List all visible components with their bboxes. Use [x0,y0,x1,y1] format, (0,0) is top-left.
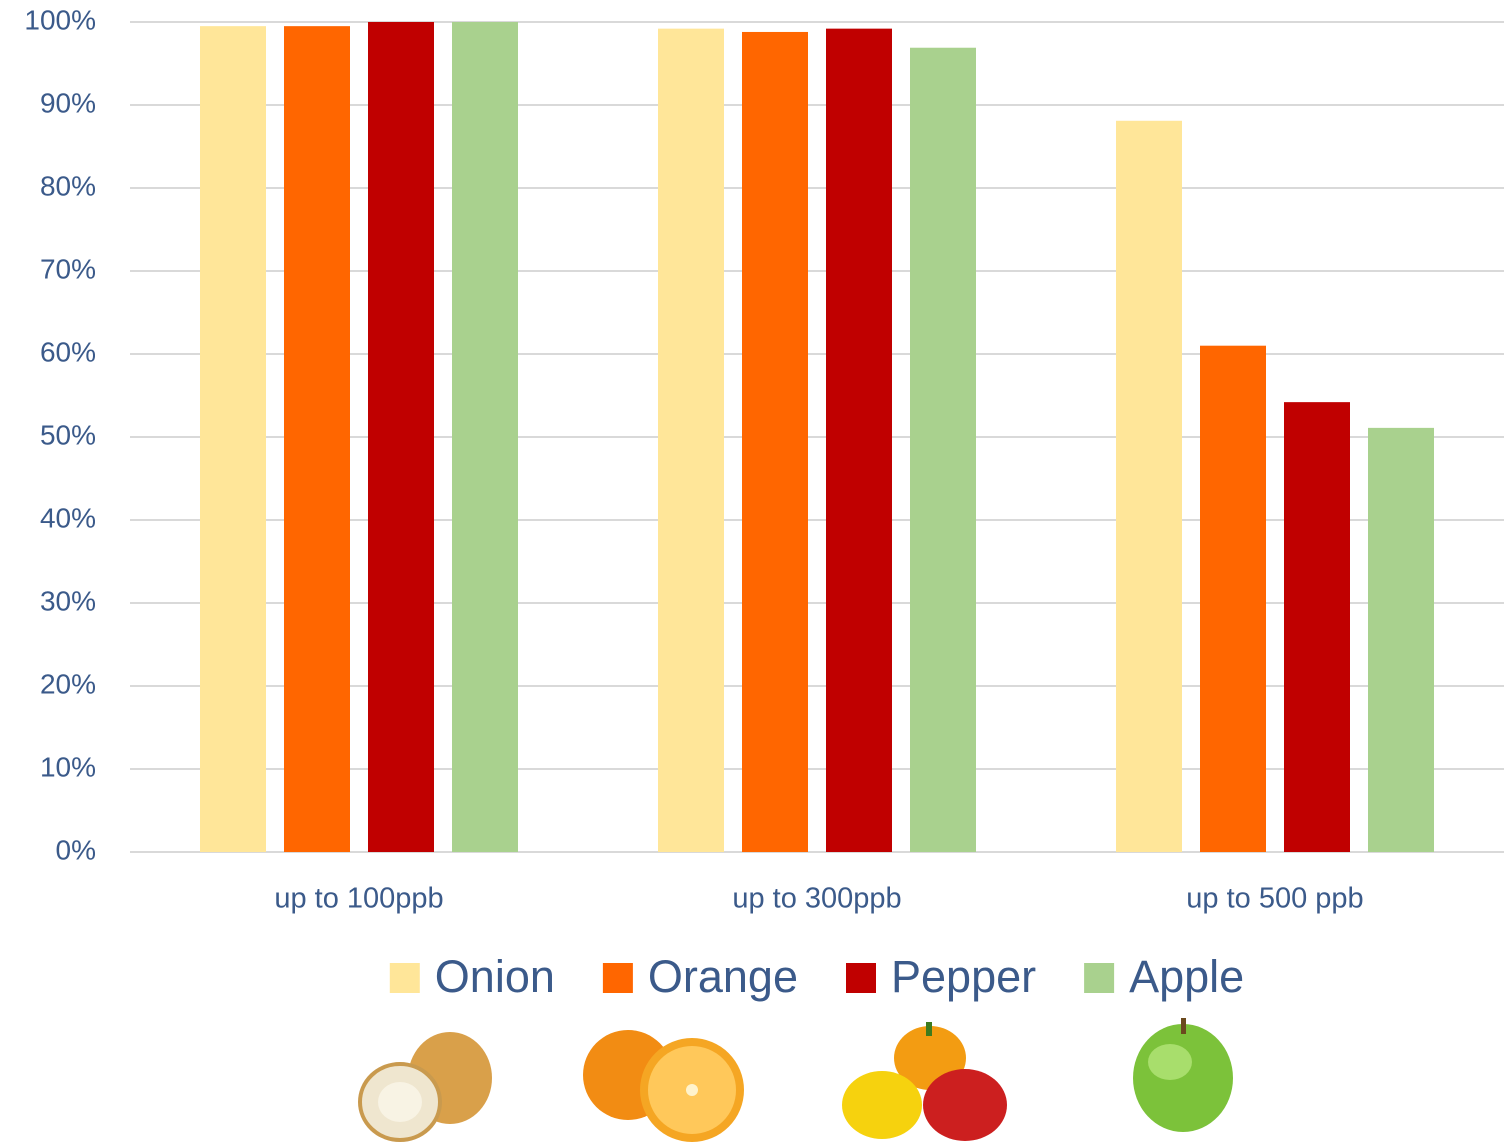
bar [200,26,266,852]
legend-label: Onion [435,951,555,1002]
legend-label: Pepper [891,951,1036,1002]
y-tick-label: 40% [40,502,96,533]
x-tick-label: up to 500 ppb [1186,883,1363,915]
y-tick-label: 20% [40,668,96,699]
y-tick-label: 60% [40,336,96,367]
bar [1368,427,1434,852]
legend-swatch [1084,963,1115,993]
legend-swatch [389,963,420,993]
y-tick-label: 50% [40,419,96,450]
bar [826,28,892,852]
apple-picture [1133,1018,1233,1132]
onion-picture [358,1032,492,1142]
bar [1200,345,1266,852]
x-tick-label: up to 300ppb [732,883,901,915]
legend-swatch [602,963,633,993]
orange-picture [583,1030,744,1142]
bar [1284,402,1350,852]
bar [658,28,724,852]
x-tick-label: up to 100ppb [274,883,443,915]
y-tick-label: 30% [40,585,96,616]
pepper-picture [842,1022,1007,1141]
y-tick-label: 0% [56,834,96,865]
bar [742,31,808,852]
plot-area: 0% 10% 20% 30% 40% 50% 60% 70% 80% 90% 100% up to 1… [24,4,1504,915]
bar [284,26,350,852]
bar [368,22,434,852]
bar [1116,120,1182,852]
legend: Onion Orange Pepper Apple [389,951,1244,1002]
y-tick-label: 80% [40,170,96,201]
legend-label: Orange [648,951,798,1002]
fruit-pictures [358,1018,1233,1142]
legend-swatch [846,963,876,993]
y-tick-label: 10% [40,751,96,782]
bar [910,47,976,853]
y-tick-label: 70% [40,253,96,284]
legend-label: Apple [1129,951,1244,1002]
y-tick-label: 90% [40,87,96,118]
bar [452,22,518,852]
y-tick-label: 100% [24,4,96,35]
